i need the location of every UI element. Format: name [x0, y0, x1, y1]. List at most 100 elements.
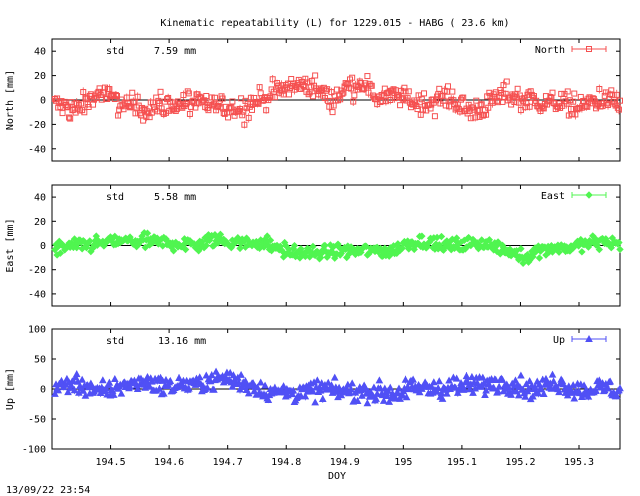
- data-point: [331, 93, 338, 100]
- data-point: [482, 386, 490, 394]
- data-point: [534, 389, 543, 397]
- data-point: [342, 385, 351, 393]
- data-point: [82, 94, 89, 101]
- data-point: [402, 393, 411, 401]
- data-point: [474, 107, 481, 114]
- legend: North: [535, 45, 607, 56]
- data-point: [144, 108, 151, 115]
- data-point: [515, 99, 522, 106]
- data-point: [397, 102, 404, 109]
- data-point: [207, 371, 216, 379]
- data-point: [237, 370, 245, 378]
- up-panel: 100 50 0 -50 -100 Up [mm] std 13.16 mm Up: [5, 325, 624, 456]
- data-point: [604, 384, 612, 392]
- data-point: [229, 98, 236, 105]
- data-point: [437, 232, 446, 241]
- std-label: std: [106, 46, 124, 57]
- data-point: [402, 88, 409, 95]
- data-point: [595, 245, 604, 254]
- data-point: [555, 248, 563, 256]
- data-point: [301, 392, 310, 400]
- y-tick-label: 40: [34, 47, 46, 58]
- data-point: [514, 391, 523, 399]
- data-point: [186, 110, 193, 117]
- data-point: [364, 73, 371, 80]
- legend-label: North: [535, 45, 565, 56]
- data-point: [485, 236, 494, 244]
- data-point: [72, 370, 81, 378]
- data-point: [478, 236, 486, 244]
- data-point: [511, 376, 520, 384]
- data-point: [86, 237, 94, 245]
- data-point: [580, 381, 588, 389]
- data-point: [166, 376, 175, 384]
- data-point: [401, 375, 410, 383]
- std-value: 7.59 mm: [154, 46, 196, 57]
- data-point: [329, 242, 338, 251]
- data-point: [192, 104, 199, 111]
- data-point: [244, 389, 253, 397]
- data-point: [88, 382, 96, 390]
- footer-timestamp: 13/09/22 23:54: [6, 485, 90, 496]
- data-point: [256, 84, 263, 91]
- data-point: [432, 97, 439, 104]
- x-tick-label: 194.5: [96, 457, 126, 468]
- data-point: [462, 372, 471, 380]
- data-point: [240, 108, 247, 115]
- data-point: [247, 94, 254, 101]
- data-point: [162, 375, 170, 383]
- data-point: [191, 100, 198, 107]
- data-point: [304, 79, 311, 86]
- data-point: [584, 392, 593, 400]
- data-point: [442, 102, 449, 109]
- data-point: [614, 104, 621, 111]
- data-point: [157, 88, 164, 95]
- y-tick-label: -20: [28, 265, 46, 276]
- data-point: [311, 398, 319, 406]
- data-point: [116, 106, 123, 113]
- x-axis-label: DOY: [328, 471, 346, 482]
- data-point: [210, 385, 218, 393]
- legend-label: East: [541, 191, 565, 202]
- data-point: [219, 95, 226, 102]
- data-point: [584, 243, 593, 251]
- data-point: [51, 389, 59, 397]
- legend: East: [541, 191, 607, 202]
- data-point: [418, 232, 426, 240]
- data-point: [202, 241, 210, 250]
- data-point: [229, 371, 238, 379]
- data-point: [375, 376, 384, 384]
- data-point: [494, 387, 502, 395]
- data-point: [398, 390, 407, 398]
- data-point: [263, 232, 271, 240]
- y-tick-label: 20: [34, 217, 46, 228]
- data-point: [527, 88, 534, 95]
- data-point: [368, 82, 375, 89]
- data-point: [169, 106, 176, 113]
- x-tick-label: 195.1: [447, 457, 477, 468]
- north-panel: 40 20 0 -20 -40 North [mm] std 7.59 mm North: [5, 38, 623, 162]
- data-point: [452, 234, 461, 242]
- east-panel: 40 20 0 -20 -40 East [mm] std 5.58 mm East: [5, 184, 624, 307]
- data-point: [315, 91, 322, 98]
- data-point: [70, 386, 79, 394]
- data-point: [540, 105, 547, 112]
- std-value: 5.58 mm: [154, 192, 196, 203]
- x-tick-label: 194.7: [213, 457, 243, 468]
- data-point: [570, 394, 579, 402]
- data-point: [269, 76, 276, 83]
- data-point: [595, 376, 604, 384]
- y-axis-label: North [mm]: [5, 70, 16, 130]
- data-point: [59, 110, 66, 117]
- data-point: [210, 242, 218, 250]
- data-point: [181, 245, 190, 254]
- data-point: [549, 377, 558, 385]
- data-point: [264, 395, 273, 403]
- north-series: [51, 72, 623, 129]
- data-point: [361, 383, 370, 391]
- data-point: [421, 90, 428, 97]
- data-point: [611, 100, 618, 107]
- data-point: [616, 245, 624, 254]
- data-point: [615, 106, 622, 113]
